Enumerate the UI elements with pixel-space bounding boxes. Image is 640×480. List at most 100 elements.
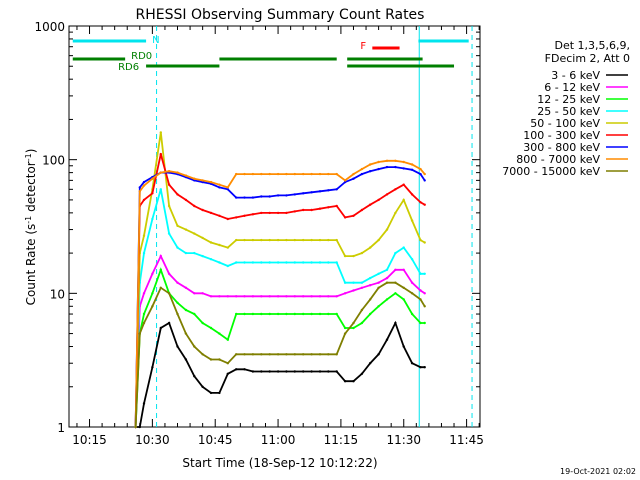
- series-5-point-5: [167, 183, 171, 186]
- series-4-point-15: [251, 238, 255, 242]
- series-7-point-8: [193, 177, 196, 180]
- series-2-point-33: [402, 298, 405, 301]
- series-5-point-23: [318, 207, 322, 210]
- x-tick-label: 11:30: [386, 433, 421, 447]
- series-0-point-19: [285, 370, 288, 373]
- series-3-point-7: [184, 251, 188, 255]
- series-4-point-33: [402, 198, 405, 202]
- series-8-point-23: [318, 353, 322, 356]
- series-3-point-4: [159, 188, 162, 191]
- series-4-point-5: [167, 204, 171, 208]
- series-1-point-24: [327, 295, 330, 298]
- series-6-point-26: [343, 180, 347, 184]
- series-2-point-24: [327, 312, 330, 316]
- series-line-0: [135, 320, 425, 428]
- series-5-point-34: [410, 193, 414, 196]
- series-8-point-2: [142, 321, 146, 325]
- series-2-point-7: [184, 308, 188, 312]
- x-axis-label: Start Time (18-Sep-12 10:12:22): [182, 456, 377, 470]
- series-7-point-17: [268, 172, 271, 176]
- series-5-point-28: [360, 208, 364, 212]
- series-8-point-21: [302, 353, 305, 356]
- series-6-point-18: [276, 194, 280, 197]
- series-3-point-19: [285, 261, 288, 264]
- x-tick-label: 10:30: [135, 433, 170, 447]
- series-8-point-26: [343, 332, 347, 335]
- legend-label-0: 3 - 6 keV: [551, 69, 600, 82]
- series-4-point-6: [176, 224, 179, 227]
- legend: Det 1,3,5,6,9, FDecim 2, Att 0 3 - 6 keV…: [502, 39, 630, 178]
- series-3-point-36: [423, 272, 426, 275]
- series-8-point-27: [352, 321, 355, 325]
- series-5-point-4: [159, 152, 162, 156]
- series-8-point-0: [134, 425, 137, 429]
- series-2-point-31: [385, 298, 389, 301]
- series-3-point-29: [369, 276, 372, 280]
- series-0-point-25: [335, 370, 338, 373]
- series-6-point-11: [218, 186, 221, 189]
- series-0-point-26: [343, 380, 347, 383]
- series-8: [134, 281, 426, 429]
- series-1-point-23: [318, 295, 322, 298]
- series-8-point-11: [218, 358, 221, 361]
- series-1-point-35: [419, 289, 422, 292]
- legend-label-5: 100 - 300 keV: [523, 129, 600, 142]
- series-6-point-28: [360, 172, 364, 176]
- series-4-point-8: [193, 232, 196, 235]
- series-2-point-32: [394, 292, 397, 295]
- series-3-point-28: [360, 281, 364, 284]
- series-7-point-33: [402, 160, 405, 164]
- series-7-point-7: [184, 174, 188, 177]
- series-2-point-12: [226, 338, 229, 341]
- series-2-point-28: [360, 321, 364, 325]
- series-0-point-23: [318, 370, 322, 373]
- series-6-point-19: [285, 194, 288, 197]
- series-1-point-27: [352, 289, 355, 292]
- series-7-point-19: [285, 172, 288, 176]
- series-0-point-21: [302, 370, 305, 373]
- series-0-point-18: [276, 370, 280, 373]
- series-3-point-30: [377, 272, 380, 275]
- series-7-point-29: [369, 163, 372, 166]
- series-6: [134, 165, 426, 429]
- series-6-point-35: [419, 172, 422, 176]
- series-1-point-30: [377, 281, 380, 284]
- series-0-point-9: [201, 385, 204, 388]
- series-7-point-28: [360, 167, 364, 171]
- series-8-point-24: [327, 353, 330, 356]
- series-6-point-16: [260, 195, 263, 198]
- series-0-point-12: [226, 372, 229, 375]
- series-1-point-8: [193, 292, 196, 295]
- series-8-point-9: [201, 353, 204, 356]
- series-1-point-15: [251, 295, 255, 298]
- series-8-point-32: [394, 281, 397, 284]
- series-4-point-23: [318, 238, 322, 242]
- series-7-point-11: [218, 183, 221, 186]
- series-0-point-11: [218, 391, 221, 395]
- series-3-point-24: [327, 261, 330, 264]
- series-1-point-11: [218, 295, 221, 298]
- series-2-point-20: [293, 312, 296, 316]
- series-3-point-35: [419, 272, 422, 275]
- series-6-point-32: [394, 165, 397, 169]
- series-7-point-4: [159, 171, 162, 174]
- series-5-point-14: [243, 214, 246, 217]
- series-3-point-27: [352, 281, 355, 284]
- series-1-point-12: [226, 295, 229, 298]
- series-1-point-20: [293, 295, 296, 298]
- series-3: [134, 188, 426, 429]
- series-2-point-26: [343, 326, 347, 330]
- series-0-point-2: [142, 402, 146, 405]
- series-7-point-22: [310, 172, 313, 176]
- series-2-point-35: [419, 321, 422, 325]
- series-5-point-11: [218, 214, 221, 217]
- series-8-point-30: [377, 286, 380, 289]
- series-0-point-29: [369, 362, 372, 365]
- legend-label-2: 12 - 25 keV: [537, 93, 600, 106]
- series-8-point-19: [285, 353, 288, 356]
- series-3-point-33: [402, 246, 405, 249]
- series-7-point-32: [394, 159, 397, 162]
- series-3-point-20: [293, 261, 296, 264]
- series-0-point-15: [251, 370, 255, 373]
- series-1-point-29: [369, 284, 372, 287]
